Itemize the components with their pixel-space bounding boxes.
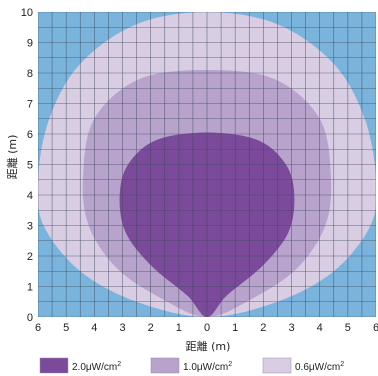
x-tick-label: 1 — [176, 322, 182, 334]
x-tick-label: 4 — [91, 322, 97, 334]
x-tick-label: 2 — [260, 322, 266, 334]
y-tick-label: 0 — [27, 312, 33, 324]
y-tick-label: 1 — [27, 282, 33, 294]
y-tick-labels: 0 1 2 3 4 5 6 7 8 9 10 — [21, 7, 33, 324]
legend-item: 0.6μW/cm2 — [262, 357, 344, 374]
y-tick-label: 5 — [27, 160, 33, 172]
x-tick-label: 0 — [204, 322, 210, 334]
legend-label: 2.0μW/cm2 — [72, 361, 121, 373]
x-tick-label: 3 — [119, 322, 125, 334]
x-tick-label: 5 — [63, 322, 69, 334]
legend-swatch — [262, 357, 292, 374]
legend-label: 0.6μW/cm2 — [295, 361, 344, 373]
legend-swatch — [39, 357, 69, 374]
x-tick-label: 4 — [317, 322, 323, 334]
x-tick-label: 3 — [288, 322, 294, 334]
y-tick-label: 9 — [27, 38, 33, 50]
y-axis-title: 距離 (m) — [5, 135, 19, 180]
x-tick-label: 6 — [35, 322, 41, 334]
legend-label: 1.0μW/cm2 — [183, 361, 232, 373]
legend-item: 1.0μW/cm2 — [150, 357, 232, 374]
y-tick-label: 2 — [27, 251, 33, 263]
grid-lines — [38, 12, 376, 317]
legend-swatch — [150, 357, 180, 374]
y-tick-label: 4 — [27, 190, 33, 202]
x-axis-title: 距離 (m) — [186, 339, 231, 353]
y-tick-label: 7 — [27, 99, 33, 111]
legend: 2.0μW/cm2 1.0μW/cm2 0.6μW/cm2 — [39, 357, 344, 374]
y-tick-label: 6 — [27, 129, 33, 141]
legend-item: 2.0μW/cm2 — [39, 357, 121, 374]
x-tick-label: 2 — [148, 322, 154, 334]
x-tick-label: 5 — [345, 322, 351, 334]
x-tick-label: 6 — [373, 322, 378, 334]
y-tick-label: 3 — [27, 221, 33, 233]
y-tick-label: 8 — [27, 68, 33, 80]
x-tick-labels: 6 5 4 3 2 1 0 1 2 3 4 5 6 — [35, 322, 378, 334]
y-tick-label: 10 — [21, 7, 33, 19]
x-tick-label: 1 — [232, 322, 238, 334]
